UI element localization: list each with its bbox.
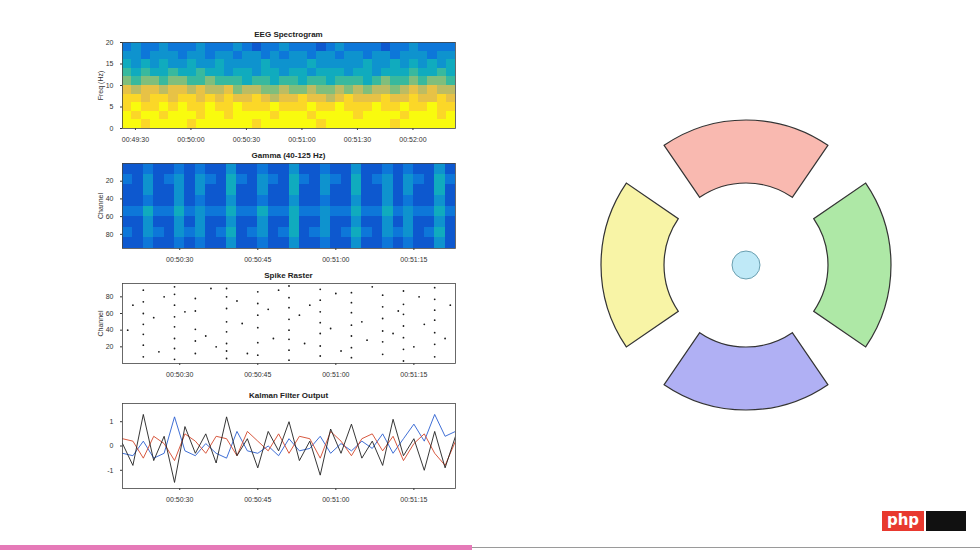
svg-text:60: 60 [106, 213, 114, 220]
svg-text:00:50:45: 00:50:45 [244, 371, 271, 378]
svg-text:00:52:00: 00:52:00 [399, 136, 426, 143]
html-text:php: php [886, 511, 920, 529]
svg-text:00:51:15: 00:51:15 [400, 371, 427, 378]
svg-text:Freq (Hz): Freq (Hz) [97, 71, 105, 101]
svg-text:00:50:30: 00:50:30 [166, 256, 193, 263]
svg-text:00:50:30: 00:50:30 [166, 371, 193, 378]
svg-text:00:49:30: 00:49:30 [122, 136, 149, 143]
svg-text:-1: -1 [107, 467, 113, 474]
html-text:Gamma (40-125 Hz): Gamma (40-125 Hz) [251, 151, 326, 160]
svg-text:00:50:00: 00:50:00 [177, 136, 204, 143]
svg-text:0: 0 [110, 442, 114, 449]
svg-text:0: 0 [110, 125, 114, 132]
html-text:Kalman Filter Output: Kalman Filter Output [248, 391, 329, 400]
svg-text:00:51:15: 00:51:15 [400, 256, 427, 263]
svg-text:00:51:15: 00:51:15 [400, 496, 427, 503]
svg-text:00:50:45: 00:50:45 [244, 496, 271, 503]
html-text:EEG Spectrogram: EEG Spectrogram [254, 30, 323, 39]
svg-text:10: 10 [106, 82, 114, 89]
svg-text:80: 80 [106, 293, 114, 300]
html-text:Spike Raster: Spike Raster [264, 271, 313, 280]
svg-text:00:51:00: 00:51:00 [322, 256, 349, 263]
svg-text:40: 40 [106, 195, 114, 202]
svg-text:00:51:30: 00:51:30 [344, 136, 371, 143]
svg-text:00:51:00: 00:51:00 [322, 371, 349, 378]
svg-text:20: 20 [106, 177, 114, 184]
svg-text:40: 40 [106, 326, 114, 333]
svg-text:00:50:30: 00:50:30 [233, 136, 260, 143]
svg-text:Channel: Channel [97, 310, 104, 337]
svg-text:5: 5 [110, 103, 114, 110]
svg-text:1: 1 [110, 418, 114, 425]
svg-text:00:50:30: 00:50:30 [166, 496, 193, 503]
svg-text:Channel: Channel [97, 193, 104, 220]
svg-text:00:50:45: 00:50:45 [244, 256, 271, 263]
svg-text:20: 20 [106, 343, 114, 350]
svg-text:15: 15 [106, 60, 114, 67]
svg-text:00:51:00: 00:51:00 [322, 496, 349, 503]
svg-text:00:51:00: 00:51:00 [288, 136, 315, 143]
svg-text:60: 60 [106, 310, 114, 317]
svg-text:80: 80 [106, 231, 114, 238]
svg-text:20: 20 [106, 39, 114, 46]
